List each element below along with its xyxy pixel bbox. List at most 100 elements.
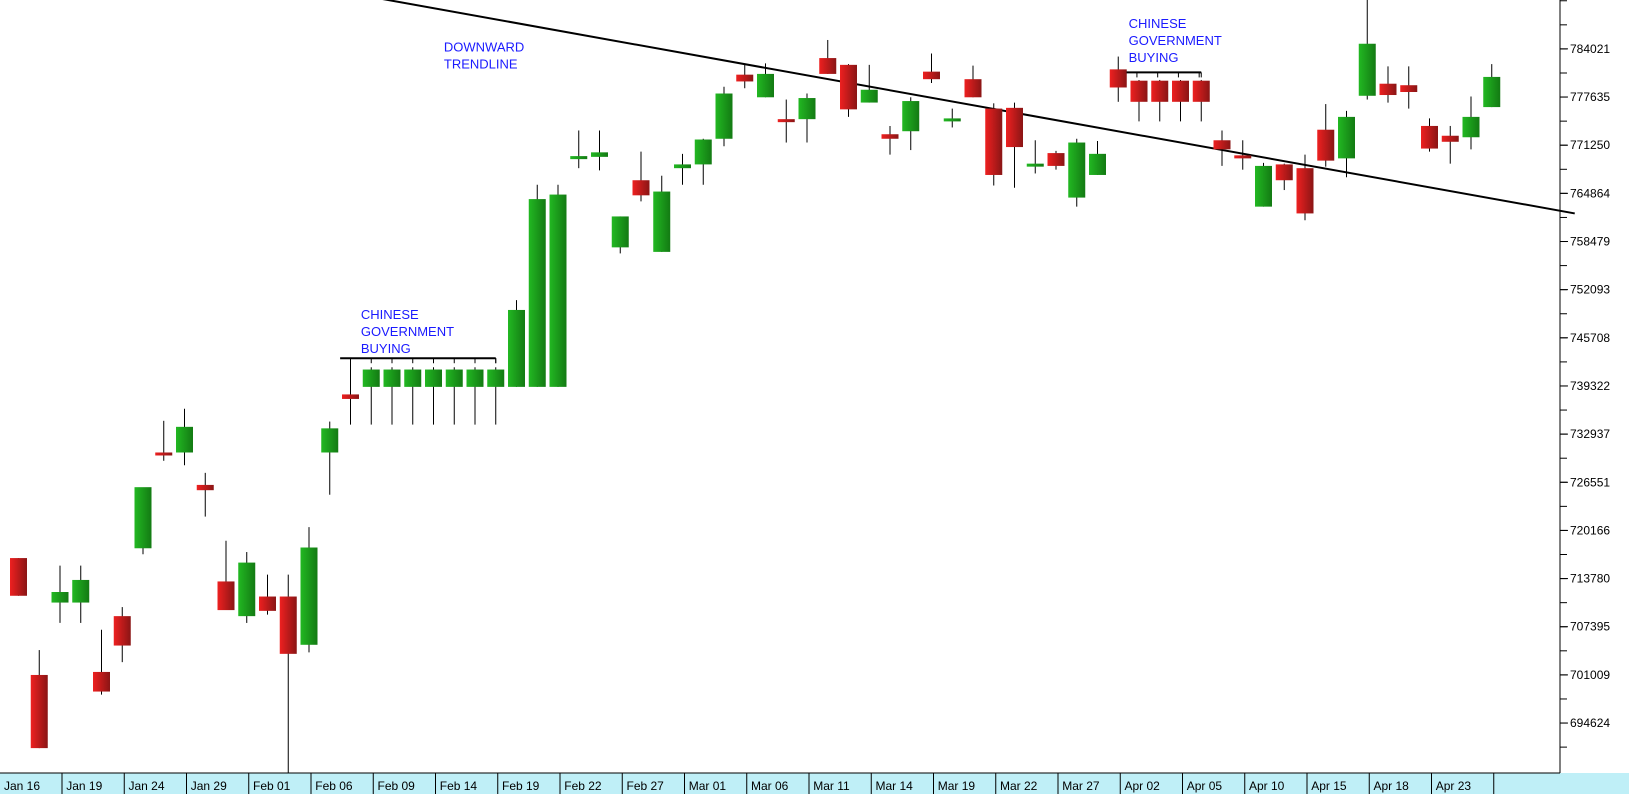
y-tick-label: 732937 xyxy=(1570,427,1610,441)
candle-body xyxy=(1483,76,1501,108)
candle-body xyxy=(362,369,380,387)
candle xyxy=(466,367,484,425)
candle-body xyxy=(10,558,27,596)
x-tick-label: Mar 06 xyxy=(751,779,789,793)
downward-trendline xyxy=(382,0,1575,215)
candle xyxy=(30,650,48,749)
candle xyxy=(217,540,235,611)
candle-body xyxy=(1151,80,1169,102)
x-tick-label: Apr 02 xyxy=(1125,779,1161,793)
y-tick-label: 752093 xyxy=(1570,283,1610,297)
candle-body xyxy=(1234,155,1252,159)
candle xyxy=(860,64,878,103)
candle xyxy=(1421,118,1438,152)
candle-body xyxy=(404,369,422,387)
candle xyxy=(93,629,110,695)
x-tick-label: Mar 11 xyxy=(813,779,850,793)
x-tick-label: Apr 18 xyxy=(1374,779,1410,793)
candle-body xyxy=(1026,163,1044,167)
candle xyxy=(10,558,27,596)
candle-body xyxy=(860,89,878,103)
bracket xyxy=(1126,71,1202,78)
candle xyxy=(840,64,857,117)
candle xyxy=(549,184,567,387)
candle xyxy=(508,300,525,387)
y-tick-label: 726551 xyxy=(1570,475,1610,489)
candle-body xyxy=(798,98,816,120)
candle xyxy=(487,367,505,425)
candle xyxy=(1130,79,1148,122)
candle-body xyxy=(819,58,837,74)
candle xyxy=(902,97,920,151)
candle xyxy=(300,527,318,653)
x-tick-label: Feb 27 xyxy=(627,779,665,793)
candle xyxy=(798,93,816,143)
annotation-text: CHINESE GOVERNMENT BUYING xyxy=(361,307,454,356)
candle xyxy=(259,574,276,615)
candle-body xyxy=(1317,129,1335,161)
x-axis-band xyxy=(0,773,1629,794)
x-tick-label: Feb 01 xyxy=(253,779,291,793)
candle-body xyxy=(840,64,857,110)
candle-body xyxy=(1213,140,1231,150)
candle xyxy=(113,607,131,663)
candle-body xyxy=(591,152,608,157)
candle xyxy=(1213,130,1231,166)
x-tick-label: Feb 06 xyxy=(315,779,353,793)
candle xyxy=(715,86,733,147)
candle-body xyxy=(30,674,48,749)
candle-body xyxy=(611,216,629,248)
candle xyxy=(964,65,982,98)
candles-layer xyxy=(10,0,1501,783)
candle xyxy=(1151,79,1169,122)
annotation-text: CHINESE GOVERNMENT BUYING xyxy=(1129,16,1222,65)
candle xyxy=(943,108,961,128)
candle-body xyxy=(1192,80,1210,102)
candle xyxy=(881,125,899,155)
candle-body xyxy=(196,484,214,491)
candle-body xyxy=(653,191,671,252)
candle-body xyxy=(570,156,588,160)
x-tick-label: Mar 14 xyxy=(876,779,914,793)
candle-body xyxy=(1006,107,1023,148)
y-tick-label: 707395 xyxy=(1570,620,1610,634)
annotation-line: CHINESE xyxy=(1129,16,1187,31)
candle xyxy=(1089,141,1106,175)
candle-body xyxy=(134,487,152,549)
candle xyxy=(1400,66,1418,109)
y-tick-label: 720166 xyxy=(1570,523,1610,537)
annotation-line: CHINESE xyxy=(361,307,419,322)
candle xyxy=(570,130,588,169)
candle-body xyxy=(1441,135,1459,142)
candle-body xyxy=(1338,116,1355,159)
x-tick-label: Mar 19 xyxy=(938,779,976,793)
candle-body xyxy=(985,108,1003,175)
candle-body xyxy=(300,547,318,645)
x-tick-label: Feb 22 xyxy=(564,779,602,793)
x-tick-label: Mar 01 xyxy=(689,779,727,793)
candle xyxy=(1006,102,1023,188)
candle xyxy=(1255,162,1272,207)
candle xyxy=(1109,56,1127,102)
candle-body xyxy=(1400,85,1418,93)
candle xyxy=(1192,79,1210,122)
candle xyxy=(134,487,152,555)
candle-body xyxy=(715,93,733,139)
candle-body xyxy=(487,369,505,387)
y-tick-label: 777635 xyxy=(1570,90,1610,104)
candle-body xyxy=(736,74,754,82)
x-tick-label: Mar 22 xyxy=(1000,779,1038,793)
candle xyxy=(1441,125,1459,164)
candle-body xyxy=(1089,153,1106,175)
candle-body xyxy=(466,369,484,387)
candle xyxy=(1296,154,1314,221)
candle-body xyxy=(1047,153,1065,166)
candle xyxy=(1068,138,1086,207)
annotation-line: BUYING xyxy=(1129,50,1179,65)
x-tick-label: Jan 19 xyxy=(66,779,102,793)
x-tick-label: Feb 19 xyxy=(502,779,540,793)
candle xyxy=(1379,66,1397,103)
candle-body xyxy=(1379,83,1397,96)
candle-body xyxy=(508,309,525,387)
candle-body xyxy=(923,71,940,80)
